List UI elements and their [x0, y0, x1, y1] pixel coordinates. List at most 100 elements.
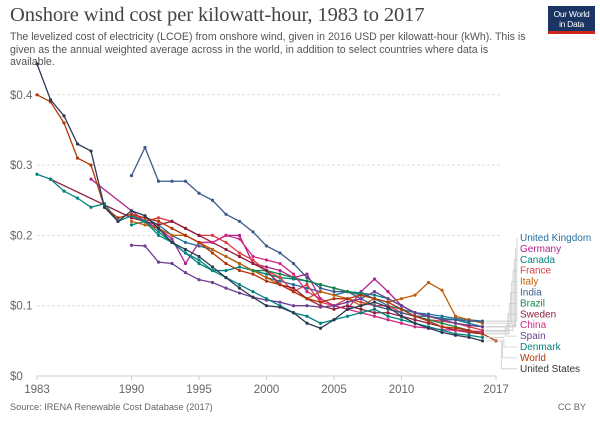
- data-point[interactable]: [372, 314, 377, 318]
- data-point[interactable]: [467, 323, 471, 327]
- data-point[interactable]: [453, 333, 458, 337]
- data-point[interactable]: [386, 297, 390, 301]
- series-line-united-kingdom[interactable]: [144, 217, 483, 322]
- data-point[interactable]: [372, 293, 377, 297]
- data-point[interactable]: [372, 307, 377, 311]
- data-point[interactable]: [359, 293, 363, 297]
- data-point[interactable]: [291, 283, 296, 287]
- data-point[interactable]: [426, 280, 431, 285]
- data-point[interactable]: [453, 314, 458, 318]
- data-point[interactable]: [183, 240, 188, 245]
- data-point[interactable]: [251, 258, 255, 262]
- data-point[interactable]: [413, 318, 417, 322]
- data-point[interactable]: [251, 254, 255, 259]
- data-point[interactable]: [183, 226, 188, 230]
- data-point[interactable]: [386, 314, 390, 318]
- data-point[interactable]: [278, 268, 282, 273]
- data-point[interactable]: [197, 244, 201, 248]
- data-point[interactable]: [251, 295, 255, 299]
- data-point[interactable]: [143, 214, 147, 218]
- data-point[interactable]: [345, 307, 350, 311]
- data-point[interactable]: [237, 219, 242, 223]
- legend-item-spain[interactable]: Spain: [520, 331, 546, 342]
- data-point[interactable]: [305, 286, 309, 290]
- data-point[interactable]: [372, 297, 377, 301]
- data-point[interactable]: [440, 325, 444, 329]
- data-point[interactable]: [129, 223, 134, 227]
- data-point[interactable]: [345, 314, 350, 318]
- data-point[interactable]: [197, 233, 201, 237]
- data-point[interactable]: [210, 247, 215, 252]
- data-point[interactable]: [183, 271, 188, 275]
- data-point[interactable]: [467, 328, 471, 332]
- data-point[interactable]: [440, 330, 444, 335]
- legend-item-brazil[interactable]: Brazil: [520, 298, 545, 309]
- data-point[interactable]: [345, 304, 350, 308]
- data-point[interactable]: [210, 251, 215, 255]
- data-point[interactable]: [480, 332, 485, 336]
- data-point[interactable]: [278, 283, 282, 287]
- data-point[interactable]: [237, 261, 242, 266]
- data-point[interactable]: [264, 265, 269, 269]
- data-point[interactable]: [399, 321, 404, 325]
- data-point[interactable]: [332, 307, 336, 311]
- data-point[interactable]: [170, 219, 174, 223]
- series-spain[interactable]: [129, 243, 485, 329]
- data-point[interactable]: [467, 319, 471, 323]
- data-point[interactable]: [453, 326, 458, 330]
- data-point[interactable]: [35, 93, 39, 97]
- data-point[interactable]: [251, 230, 255, 234]
- data-point[interactable]: [237, 268, 242, 273]
- data-point[interactable]: [237, 286, 242, 290]
- data-point[interactable]: [116, 216, 120, 220]
- data-point[interactable]: [278, 300, 282, 304]
- data-point[interactable]: [278, 261, 282, 266]
- data-point[interactable]: [480, 325, 485, 329]
- data-point[interactable]: [224, 212, 228, 216]
- data-point[interactable]: [75, 156, 80, 160]
- data-point[interactable]: [413, 314, 417, 318]
- data-point[interactable]: [453, 318, 458, 322]
- data-point[interactable]: [399, 304, 404, 308]
- data-point[interactable]: [305, 321, 309, 325]
- legend-item-canada[interactable]: Canada: [520, 255, 555, 266]
- data-point[interactable]: [183, 233, 188, 237]
- series-line-germany[interactable]: [90, 178, 483, 328]
- data-point[interactable]: [237, 233, 242, 237]
- data-point[interactable]: [399, 297, 404, 301]
- data-point[interactable]: [278, 279, 282, 283]
- data-point[interactable]: [89, 149, 93, 153]
- data-point[interactable]: [264, 272, 269, 276]
- data-point[interactable]: [264, 268, 269, 273]
- data-point[interactable]: [332, 297, 336, 301]
- series-sweden[interactable]: [48, 177, 485, 336]
- data-point[interactable]: [264, 279, 269, 283]
- data-point[interactable]: [170, 233, 174, 237]
- data-point[interactable]: [183, 251, 188, 255]
- data-point[interactable]: [89, 205, 93, 209]
- data-point[interactable]: [197, 261, 201, 266]
- data-point[interactable]: [305, 297, 309, 301]
- data-point[interactable]: [291, 272, 296, 276]
- data-point[interactable]: [237, 283, 242, 287]
- data-point[interactable]: [156, 260, 161, 264]
- data-point[interactable]: [480, 319, 485, 323]
- data-point[interactable]: [372, 277, 377, 281]
- data-point[interactable]: [62, 189, 66, 193]
- legend-item-united-kingdom[interactable]: United Kingdom: [520, 233, 591, 244]
- data-point[interactable]: [305, 272, 309, 276]
- data-point[interactable]: [143, 145, 147, 150]
- data-point[interactable]: [210, 240, 215, 245]
- data-point[interactable]: [237, 254, 242, 259]
- data-point[interactable]: [318, 326, 323, 330]
- data-point[interactable]: [48, 98, 53, 102]
- data-point[interactable]: [170, 226, 174, 230]
- data-point[interactable]: [278, 305, 282, 309]
- data-point[interactable]: [440, 321, 444, 325]
- data-point[interactable]: [467, 335, 471, 339]
- data-point[interactable]: [89, 177, 93, 181]
- data-point[interactable]: [359, 311, 363, 315]
- data-point[interactable]: [170, 179, 174, 183]
- data-point[interactable]: [89, 163, 93, 167]
- legend-item-france[interactable]: France: [520, 266, 552, 277]
